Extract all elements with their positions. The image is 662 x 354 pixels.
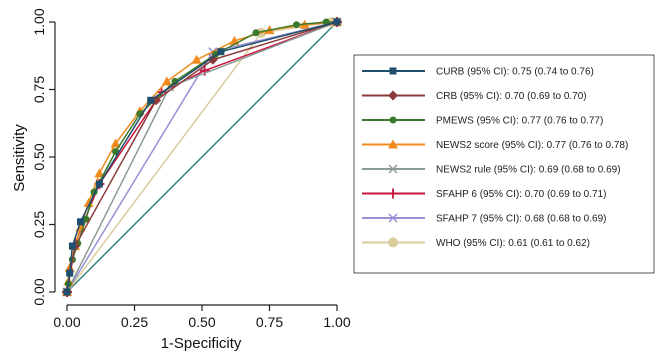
legend-item-5: SFAHP 6 (95% CI): 0.70 (0.69 to 0.71) (362, 188, 606, 200)
series-1-point-3 (207, 54, 218, 65)
x-tick-label-0: 0.00 (53, 314, 80, 330)
legend-swatch-marker-2 (389, 116, 397, 124)
x-tick-label-4: 1.00 (323, 314, 350, 330)
legend-swatch-marker-5 (388, 188, 398, 199)
series-2-point-11 (252, 29, 260, 37)
legend-label-2: PMEWS (95% CI): 0.77 (0.76 to 0.77) (436, 116, 603, 127)
axes: 0.00 0.25 0.50 0.75 1.00 0.00 0.25 0.50 0.75 1.00 (31, 8, 351, 330)
legend-swatch-marker-7 (388, 237, 398, 248)
series-0-point-3 (77, 218, 84, 226)
x-axis-title: 1-Specificity (161, 335, 242, 352)
y-tick-label-3: 0.75 (31, 76, 47, 103)
legend-swatch-marker-4-b (388, 164, 398, 174)
legend-item-0: CURB (95% CI): 0.75 (0.74 to 0.76) (362, 67, 594, 78)
legend-label-7: WHO (95% CI): 0.61 (0.61 to 0.62) (436, 238, 590, 249)
x-tick-label-2: 0.50 (188, 314, 215, 330)
legend-swatch-marker-3 (388, 139, 398, 149)
series-3-point-7 (110, 138, 121, 148)
legend-swatch-marker-4 (388, 164, 398, 174)
series-0-point-0 (63, 288, 71, 296)
series-0-point-4 (95, 180, 103, 188)
series-3-point-5 (83, 197, 94, 207)
legend-item-7: WHO (95% CI): 0.61 (0.61 to 0.62) (362, 237, 590, 249)
series-0 (63, 18, 341, 296)
series-0-point-1 (66, 269, 74, 277)
legend: CURB (95% CI): 0.75 (0.74 to 0.76) CRB (9… (353, 54, 655, 274)
series-0-point-7 (333, 18, 341, 26)
legend-label-3: NEWS2 score (95% CI): 0.77 (0.76 to 0.78… (436, 140, 628, 151)
legend-swatch-marker-0 (389, 67, 397, 75)
legend-item-6: SFAHP 7 (95% CI): 0.68 (0.68 to 0.69) (362, 213, 606, 225)
y-tick-label-2: 0.50 (31, 143, 47, 170)
series-line-0 (66, 21, 338, 293)
legend-label-0: CURB (95% CI): 0.75 (0.74 to 0.76) (436, 67, 594, 78)
legend-swatch-marker-6-b (388, 213, 398, 223)
y-axis-title: Sensitivity (11, 124, 28, 192)
series-3-point-9 (161, 76, 172, 86)
legend-item-3: NEWS2 score (95% CI): 0.77 (0.76 to 0.78… (362, 139, 628, 151)
series-2-point-12 (293, 21, 300, 29)
legend-label-6: SFAHP 7 (95% CI): 0.68 (0.68 to 0.69) (436, 214, 606, 225)
legend-item-2: PMEWS (95% CI): 0.77 (0.76 to 0.77) (362, 116, 603, 127)
y-tick-label-0: 0.00 (31, 278, 47, 305)
legend-box (353, 54, 655, 274)
series-2-point-5 (82, 215, 90, 223)
y-tick-label-1: 0.25 (31, 211, 47, 238)
legend-item-4: NEWS2 rule (95% CI): 0.69 (0.68 to 0.69) (362, 164, 621, 176)
x-tick-label-1: 0.25 (121, 314, 148, 330)
series-0-point-2 (68, 242, 76, 250)
legend-label-5: SFAHP 6 (95% CI): 0.70 (0.69 to 0.71) (436, 189, 606, 200)
series-3-point-6 (94, 168, 105, 178)
legend-label-4: NEWS2 rule (95% CI): 0.69 (0.68 to 0.69) (436, 165, 621, 176)
series-0-point-5 (147, 96, 155, 104)
reference-diagonal-line (66, 21, 338, 293)
x-tick-label-3: 0.75 (256, 314, 283, 330)
series-3-point-10 (191, 54, 202, 64)
plot-area (62, 17, 342, 297)
legend-swatch-marker-1 (388, 90, 398, 101)
legend-item-1: CRB (95% CI): 0.70 (0.69 to 0.70) (362, 90, 587, 102)
legend-label-1: CRB (95% CI): 0.70 (0.69 to 0.70) (436, 91, 587, 102)
legend-swatch-marker-6 (388, 213, 398, 223)
y-tick-label-4: 1.00 (31, 8, 47, 35)
series-0-point-6 (217, 48, 225, 56)
